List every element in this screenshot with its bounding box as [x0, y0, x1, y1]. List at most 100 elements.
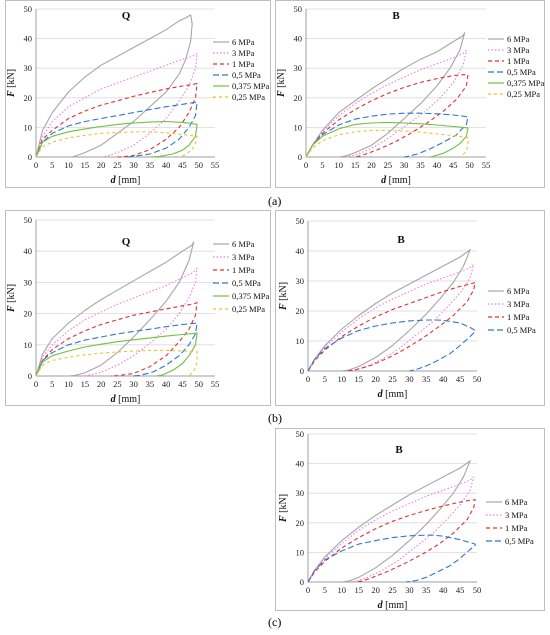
x-tick-label: 15 [81, 160, 90, 170]
y-tick-label: 30 [296, 488, 305, 498]
x-tick-label: 10 [64, 379, 73, 389]
x-tick-label: 25 [388, 374, 397, 384]
x-axis-label: d [mm] [381, 175, 411, 186]
y-tick-label: 30 [296, 276, 305, 286]
series-line [305, 74, 469, 158]
series-line [305, 32, 466, 158]
x-tick-label: 20 [371, 585, 380, 595]
x-tick-label: 30 [405, 585, 414, 595]
series-line [35, 267, 198, 377]
chart-c: 0 10 20 30 40 50 0 5 10 15 20 25 30 35 40 45 50 Bd [mm] F … [278, 429, 534, 611]
x-tick-label: 20 [97, 379, 106, 389]
x-tick-label: 15 [81, 379, 90, 389]
x-tick-label: 25 [384, 160, 393, 170]
chart-title: B [397, 234, 405, 246]
series-line [35, 14, 193, 158]
legend-label: 3 MPa [507, 299, 530, 309]
x-tick-label: 45 [456, 585, 465, 595]
series-line [305, 129, 469, 158]
y-tick-label: 40 [296, 459, 305, 469]
x-tick-label: 40 [162, 160, 171, 170]
x-tick-label: 30 [129, 379, 138, 389]
series-line [35, 52, 198, 158]
x-tick-label: 0 [34, 379, 38, 389]
x-tick-label: 5 [50, 160, 54, 170]
x-axis-label: d [mm] [111, 175, 141, 186]
x-tick-label: 0 [34, 160, 38, 170]
x-tick-label: 5 [320, 160, 324, 170]
x-tick-label: 40 [433, 160, 442, 170]
y-tick-label: 0 [28, 152, 32, 162]
y-tick-label: 40 [294, 34, 303, 44]
x-tick-label: 10 [338, 585, 347, 595]
series-line [35, 241, 195, 377]
y-axis-label: F [kN] [278, 494, 289, 523]
x-tick-label: 50 [194, 379, 203, 389]
x-tick-label: 50 [194, 160, 203, 170]
series-line [307, 534, 476, 583]
x-tick-label: 0 [304, 160, 308, 170]
x-tick-label: 15 [354, 374, 363, 384]
legend-label: 0,375 MPa [232, 81, 270, 91]
legend-label: 3 MPa [507, 45, 530, 55]
x-tick-label: 40 [439, 585, 448, 595]
legend-label: 6 MPa [232, 239, 255, 249]
legend-label: 6 MPa [505, 497, 528, 507]
chart-b-left: 0 10 20 30 40 50 0 5 10 15 20 25 30 35 40 45 50 55 Qd [mm]… [6, 215, 270, 405]
x-tick-label: 0 [306, 374, 310, 384]
legend-label: 0,5 MPa [507, 67, 536, 77]
y-axis-label: F [kN] [276, 69, 287, 98]
legend-label: 1 MPa [507, 312, 530, 322]
y-tick-label: 50 [24, 215, 33, 225]
x-tick-label: 5 [323, 585, 327, 595]
y-tick-label: 50 [296, 429, 305, 439]
y-axis-label: F [kN] [278, 282, 289, 311]
y-tick-label: 20 [296, 518, 305, 528]
series-line [307, 319, 476, 372]
chart-title: Q [122, 10, 131, 22]
chart-title: B [395, 444, 403, 456]
series-line [35, 120, 198, 158]
series-line [35, 131, 198, 158]
y-tick-label: 50 [24, 4, 33, 14]
x-tick-label: 25 [113, 160, 122, 170]
x-axis-label: d [mm] [111, 394, 141, 405]
legend-label: 0,5 MPa [232, 278, 261, 288]
legend-label: 0,375 MPa [507, 78, 545, 88]
x-tick-label: 55 [211, 160, 220, 170]
y-tick-label: 0 [298, 152, 302, 162]
series-line [35, 302, 198, 377]
y-tick-label: 50 [296, 216, 305, 226]
y-axis-label: F [kN] [6, 284, 17, 313]
y-tick-label: 40 [24, 34, 33, 44]
x-tick-label: 10 [334, 160, 343, 170]
legend-label: 0,25 MPa [507, 89, 540, 99]
y-tick-label: 20 [24, 93, 33, 103]
x-tick-label: 50 [465, 160, 474, 170]
y-tick-label: 30 [294, 63, 303, 73]
x-tick-label: 15 [351, 160, 360, 170]
x-tick-label: 20 [371, 374, 380, 384]
y-tick-label: 10 [24, 340, 33, 350]
x-tick-label: 30 [400, 160, 409, 170]
x-tick-label: 35 [422, 585, 431, 595]
y-tick-label: 40 [296, 246, 305, 256]
y-tick-label: 20 [296, 306, 305, 316]
legend-label: 0,25 MPa [232, 92, 265, 102]
y-axis-label: F [kN] [6, 69, 17, 98]
y-tick-label: 20 [24, 309, 33, 319]
legend-label: 3 MPa [232, 252, 255, 262]
series-line [305, 49, 467, 158]
series-line [35, 101, 198, 158]
legend-label: 6 MPa [507, 34, 530, 44]
chart-title: Q [122, 236, 131, 248]
x-tick-label: 5 [323, 374, 327, 384]
x-tick-label: 35 [422, 374, 431, 384]
y-tick-label: 0 [300, 577, 304, 587]
series-line [35, 83, 198, 158]
